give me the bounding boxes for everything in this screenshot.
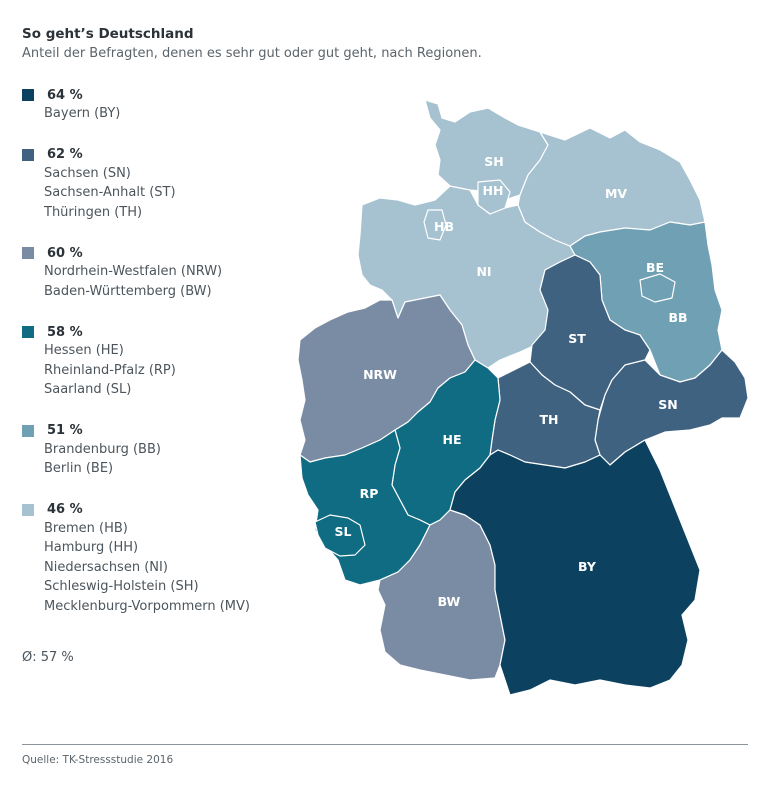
legend-region: Schleswig-Holstein (SH): [44, 579, 199, 594]
legend-region: Thüringen (TH): [44, 204, 143, 220]
state-label-he: HE: [442, 432, 461, 447]
state-label-sn: SN: [658, 397, 677, 412]
legend-swatch: [22, 89, 34, 101]
legend-region: Hamburg (HH): [44, 540, 139, 555]
state-label-th: TH: [540, 412, 559, 427]
legend-group: 64 % Bayern (BY): [22, 86, 302, 124]
legend-region: Sachsen (SN): [44, 165, 131, 181]
germany-map: NI SH MV HH HB BB BE ST NRW SN TH HE RP SL BW BY: [297, 99, 749, 696]
source-note: Quelle: TK-Stressstudie 2016: [22, 754, 174, 766]
legend-value: 62 %: [47, 147, 83, 162]
legend-swatch: [22, 424, 34, 437]
legend-region: Rheinland-Pfalz (RP): [44, 362, 176, 378]
state-label-hh: HH: [483, 183, 504, 198]
legend-value: 60 %: [47, 245, 83, 261]
state-label-be: BE: [646, 260, 664, 275]
state-label-nrw: NRW: [363, 367, 397, 382]
state-hh: [477, 179, 511, 215]
legend-region: Nordrhein-Westfalen (NRW): [44, 264, 223, 279]
legend-group: 60 % Nordrhein-Westfalen (NRW) Baden-Württ…: [22, 244, 302, 301]
legend-group: 58 % Hessen (HE) Rheinland-Pfalz (RP) Saarl…: [22, 323, 302, 400]
state-label-by: BY: [578, 559, 597, 574]
legend-region: Berlin (BE): [44, 461, 114, 476]
state-label-rp: RP: [360, 486, 379, 501]
legend-region: Hessen (HE): [44, 343, 124, 358]
average-value: Ø: 57 %: [22, 650, 74, 665]
legend-region: Saarland (SL): [44, 382, 132, 397]
state-be: [639, 273, 676, 303]
state-sl: [314, 514, 366, 557]
legend-region: Sachsen-Anhalt (ST): [44, 185, 176, 200]
state-label-hb: HB: [434, 219, 454, 234]
legend-swatch: [22, 247, 34, 259]
legend-region: Bayern (BY): [44, 106, 121, 121]
state-label-bw: BW: [438, 594, 461, 609]
state-label-ni: NI: [476, 264, 491, 279]
legend-swatch: [22, 503, 34, 516]
state-label-st: ST: [568, 331, 586, 346]
state-label-mv: MV: [605, 186, 627, 201]
chart-title: So geht’s Deutschland: [22, 26, 194, 42]
state-by: [449, 439, 701, 696]
legend-value: 64 %: [47, 87, 83, 103]
legend-region: Baden-Württemberg (BW): [44, 283, 212, 299]
legend-group: 46 % Bremen (HB) Hamburg (HH) Niedersachsen…: [22, 501, 302, 617]
state-label-sh: SH: [484, 154, 503, 169]
legend-group: 62 % Sachsen (SN) Sachsen-Anhalt (ST) Thüri…: [22, 146, 302, 223]
footer-divider: [22, 744, 748, 745]
legend-region: Mecklenburg-Vorpommern (MV): [44, 598, 250, 614]
legend-swatch: [22, 326, 34, 338]
legend-value: 58 %: [47, 324, 83, 340]
legend-region: Niedersachsen (NI): [44, 559, 168, 575]
legend-value: 46 %: [47, 502, 83, 517]
chart-subtitle: Anteil der Befragten, denen es sehr gut …: [22, 46, 482, 61]
state-label-bb: BB: [668, 310, 687, 325]
legend: 64 % Bayern (BY) 62 % Sachsen (SN) Sachsen-A…: [22, 86, 302, 638]
state-hb: [423, 209, 447, 241]
legend-group: 51 % Brandenburg (BB) Berlin (BE): [22, 422, 302, 479]
legend-region: Brandenburg (BB): [44, 441, 161, 457]
legend-value: 51 %: [47, 423, 83, 438]
legend-region: Bremen (HB): [44, 520, 128, 536]
legend-swatch: [22, 148, 34, 161]
state-label-sl: SL: [335, 524, 352, 539]
